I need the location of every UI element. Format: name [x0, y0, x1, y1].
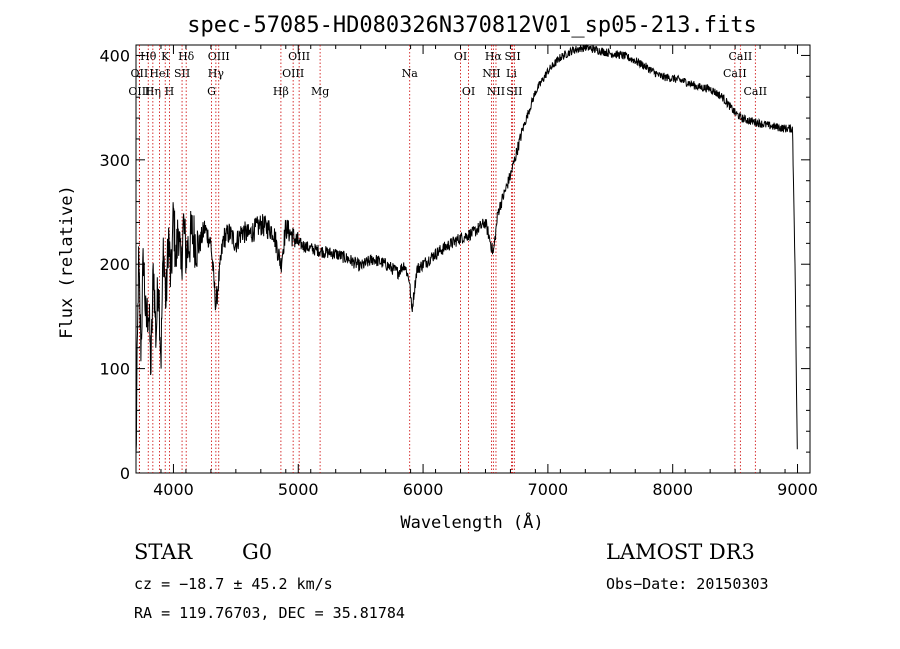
spectral-line-label: OIII [208, 50, 230, 63]
y-tick-label: 300 [99, 151, 130, 170]
spectral-line-label: Hβ [273, 85, 289, 98]
y-tick-label: 400 [99, 46, 130, 65]
plot-border [135, 44, 811, 474]
spectral-line-label: SII [506, 85, 522, 98]
spectral-line-label: SII [504, 50, 520, 63]
spectral-line-label: H [165, 85, 175, 98]
spectral-line-label: OIII [288, 50, 310, 63]
spectral-line-label: CaII [743, 85, 767, 98]
spectral-line-label: CaII [729, 50, 753, 63]
x-tick-label: 8000 [652, 480, 693, 499]
x-tick-label: 5000 [278, 480, 319, 499]
y-tick-label: 200 [99, 255, 130, 274]
spectral-line-label: Hγ [208, 67, 225, 80]
y-axis-label: Flux (relative) [57, 185, 77, 339]
spectral-line-label: OI [454, 50, 467, 63]
spectral-line-label: G [207, 85, 216, 98]
x-tick-label: 7000 [528, 480, 569, 499]
spectral-line-label: CaII [723, 67, 747, 80]
spectral-line-label: OI [462, 85, 475, 98]
spectral-line-label: Hα [485, 50, 503, 63]
spectral-line-label: NII [482, 67, 500, 80]
x-tick-label: 9000 [777, 480, 818, 499]
survey-name: LAMOST DR3 [606, 540, 755, 564]
redshift-readout: cz = −18.7 ± 45.2 km/s [134, 575, 333, 593]
spectral-line-label: SII [174, 67, 190, 80]
spectrum-series-line [135, 43, 798, 454]
chart-title: spec-57085-HD080326N370812V01_sp05-213.f… [187, 13, 757, 38]
spectral-line-label: HeI [149, 67, 169, 80]
axis-ticks: 4000 5000 6000 7000 8000 9000 0 100 200 300 400 [99, 45, 818, 499]
spectral-subclass: G0 [242, 540, 273, 564]
spectral-line-label: Hθ [140, 50, 157, 63]
plot-frame [135, 44, 811, 474]
spectral-line-label: Hδ [178, 50, 195, 63]
spectral-line-label: Hη [145, 85, 161, 98]
y-tick-label: 0 [120, 464, 130, 483]
x-tick-label: 4000 [153, 480, 194, 499]
spectral-line-label: NII [487, 85, 505, 98]
observation-date: Obs−Date: 20150303 [606, 575, 769, 593]
spectral-line-label: K [161, 50, 170, 63]
spectral-line-label: OIII [282, 67, 304, 80]
spectral-line-label: Na [402, 67, 419, 80]
spectral-line-label: Li [506, 67, 517, 80]
x-axis-label: Wavelength (Å) [400, 511, 543, 533]
spectral-line-label: OIII [128, 85, 150, 98]
x-tick-label: 6000 [403, 480, 444, 499]
object-type: STAR [134, 540, 193, 564]
spectral-line-label: Mg [311, 85, 329, 98]
y-tick-label: 100 [99, 360, 130, 379]
coordinates-readout: RA = 119.76703, DEC = 35.81784 [134, 604, 405, 622]
